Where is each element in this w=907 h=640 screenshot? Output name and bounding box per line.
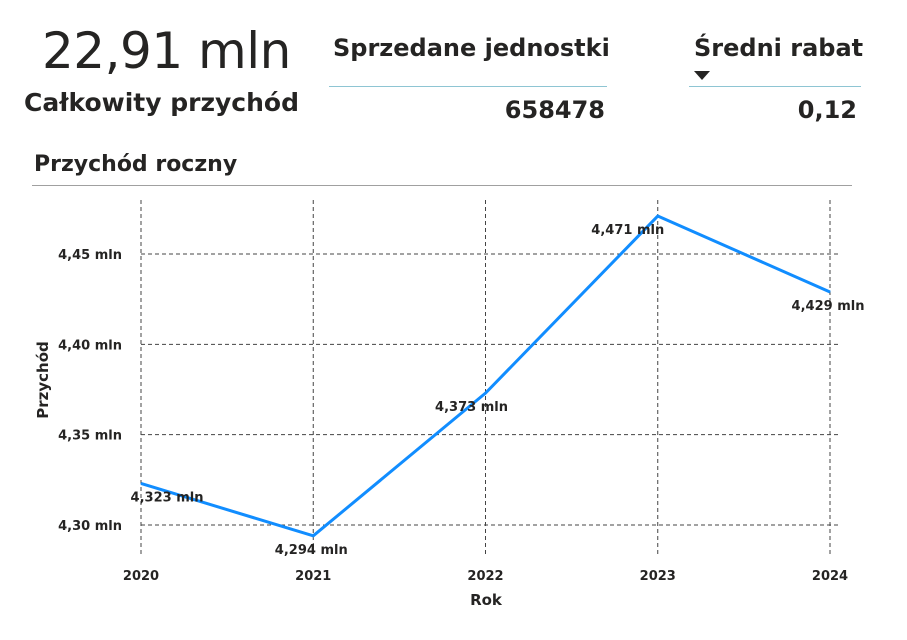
data-label: 4,373 mln [435, 400, 508, 415]
data-label: 4,471 mln [591, 223, 664, 238]
section-divider [32, 185, 852, 186]
units-sold-title: Sprzedane jednostki [333, 34, 610, 62]
chart-gridlines [140, 200, 838, 557]
data-label: 4,323 mln [131, 490, 204, 505]
x-tick-label: 2024 [812, 569, 848, 584]
y-tick-label: 4,35 mln [58, 429, 122, 444]
y-axis-title: Przychód [34, 341, 52, 419]
x-tick-label: 2023 [640, 569, 676, 584]
chart-section-title: Przychód roczny [34, 152, 238, 177]
x-tick-label: 2021 [295, 569, 331, 584]
data-label: 4,294 mln [275, 543, 348, 558]
data-point [485, 392, 486, 394]
data-point [312, 535, 314, 537]
data-point [657, 215, 659, 217]
y-tick-label: 4,30 mln [58, 519, 122, 534]
chevron-down-icon[interactable] [694, 71, 710, 80]
total-revenue-value: 22,91 mln [42, 22, 291, 80]
avg-discount-divider [689, 86, 861, 87]
y-tick-label: 4,40 mln [58, 338, 122, 353]
data-point [140, 482, 142, 484]
chart-series [140, 214, 831, 538]
data-point [829, 291, 831, 293]
units-sold-value: 658478 [504, 96, 605, 124]
units-sold-divider [329, 86, 607, 87]
chart-tick-labels: 2020 2021 2022 2023 2024 4,30 mln 4,35 mln 4,40… [58, 248, 848, 584]
data-label: 4,429 mln [792, 299, 865, 314]
avg-discount-value: 0,12 [797, 96, 857, 124]
x-axis-title: Rok [470, 591, 503, 609]
total-revenue-label: Całkowity przychód [24, 88, 299, 117]
chart-data-labels: 4,323 mln 4,294 mln 4,373 mln 4,471 mln 4,42… [131, 223, 865, 558]
x-tick-label: 2020 [123, 569, 159, 584]
avg-discount-title: Średni rabat [694, 34, 864, 62]
x-tick-label: 2022 [467, 569, 503, 584]
y-tick-label: 4,45 mln [58, 248, 122, 263]
